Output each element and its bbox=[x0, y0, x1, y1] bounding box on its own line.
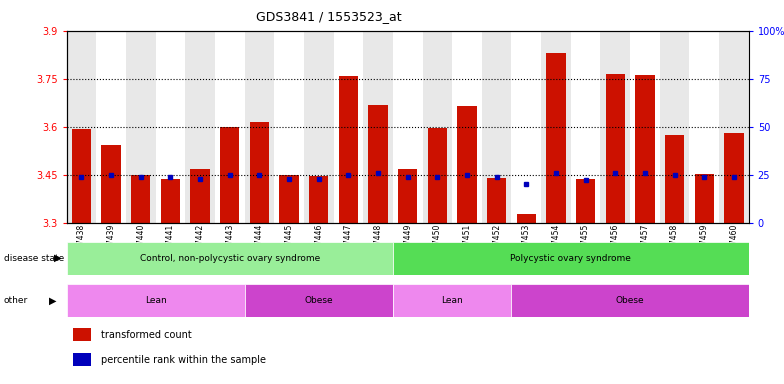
Bar bbox=[428, 128, 447, 223]
Text: Obese: Obese bbox=[304, 296, 333, 305]
Bar bbox=[482, 31, 511, 223]
Bar bbox=[393, 284, 511, 317]
Bar bbox=[689, 31, 719, 223]
Text: other: other bbox=[4, 296, 28, 305]
Bar bbox=[576, 179, 595, 223]
Bar bbox=[304, 31, 333, 223]
Bar bbox=[719, 31, 749, 223]
Bar bbox=[131, 175, 151, 223]
Bar bbox=[245, 31, 274, 223]
Bar bbox=[546, 53, 565, 223]
Text: ▶: ▶ bbox=[53, 253, 61, 263]
Bar bbox=[511, 284, 749, 317]
Bar bbox=[67, 284, 245, 317]
Bar bbox=[635, 75, 655, 223]
Bar bbox=[423, 31, 452, 223]
Bar bbox=[398, 169, 417, 223]
Bar bbox=[72, 129, 91, 223]
Bar bbox=[220, 127, 239, 223]
Bar bbox=[605, 74, 625, 223]
Bar bbox=[601, 31, 630, 223]
Bar bbox=[215, 31, 245, 223]
Bar bbox=[126, 31, 155, 223]
Bar bbox=[571, 31, 601, 223]
Bar bbox=[185, 31, 215, 223]
Bar bbox=[452, 31, 482, 223]
Text: Polycystic ovary syndrome: Polycystic ovary syndrome bbox=[510, 254, 631, 263]
Bar bbox=[279, 175, 299, 223]
Bar bbox=[393, 31, 423, 223]
Bar bbox=[660, 31, 689, 223]
Bar bbox=[274, 31, 304, 223]
Bar bbox=[368, 105, 387, 223]
Bar bbox=[74, 328, 90, 341]
Bar bbox=[695, 174, 714, 223]
Bar bbox=[541, 31, 571, 223]
Bar bbox=[511, 31, 541, 223]
Bar bbox=[67, 31, 96, 223]
Text: disease state: disease state bbox=[4, 253, 64, 263]
Text: Lean: Lean bbox=[441, 296, 463, 305]
Bar bbox=[155, 31, 185, 223]
Text: Control, non-polycystic ovary syndrome: Control, non-polycystic ovary syndrome bbox=[140, 254, 320, 263]
Bar bbox=[363, 31, 393, 223]
Bar bbox=[630, 31, 660, 223]
Text: GDS3841 / 1553523_at: GDS3841 / 1553523_at bbox=[256, 10, 402, 23]
Text: Obese: Obese bbox=[615, 296, 644, 305]
Bar bbox=[487, 178, 506, 223]
Bar bbox=[250, 122, 269, 223]
Bar bbox=[393, 242, 749, 275]
Bar bbox=[191, 169, 210, 223]
Bar bbox=[161, 179, 180, 223]
Bar bbox=[333, 31, 363, 223]
Bar bbox=[665, 136, 684, 223]
Bar bbox=[457, 106, 477, 223]
Bar bbox=[101, 145, 121, 223]
Bar bbox=[309, 175, 328, 223]
Text: transformed count: transformed count bbox=[100, 329, 191, 339]
Bar bbox=[724, 133, 743, 223]
Text: percentile rank within the sample: percentile rank within the sample bbox=[100, 354, 266, 364]
Bar bbox=[67, 242, 393, 275]
Bar bbox=[517, 214, 536, 223]
Bar bbox=[245, 284, 393, 317]
Bar bbox=[339, 76, 358, 223]
Bar bbox=[96, 31, 126, 223]
Text: Lean: Lean bbox=[145, 296, 166, 305]
Bar bbox=[74, 353, 90, 366]
Text: ▶: ▶ bbox=[49, 295, 56, 305]
